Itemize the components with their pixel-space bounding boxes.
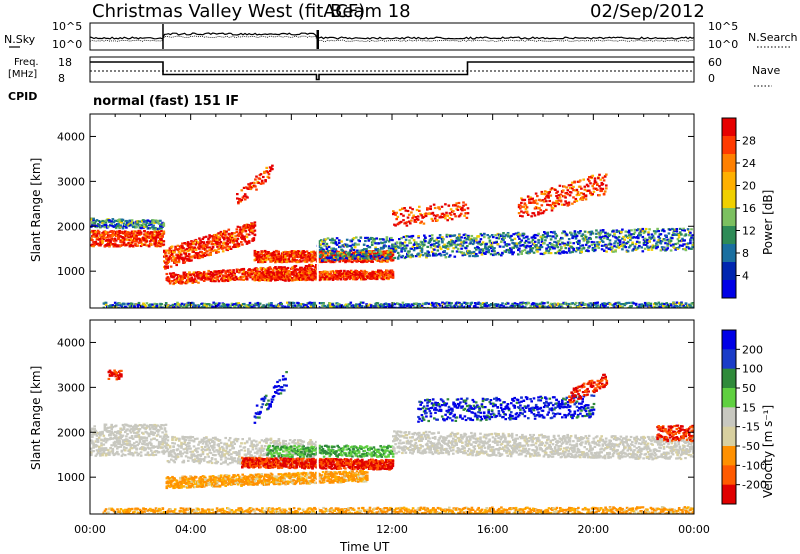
colorbar-tick: 8 [742,247,749,260]
date-label: 02/Sep/2012 [590,1,705,22]
colorbar-tick: 4 [742,270,749,283]
colorbar-tick: 28 [742,135,756,148]
nsky-label: N.Sky [4,33,36,46]
x-tick-label: 00:00 [678,523,710,536]
colorbar-segment [722,118,736,137]
colorbar-segment [722,484,736,505]
colorbar-segment [722,262,736,281]
colorbar-tick: 12 [742,225,756,238]
velocity-ylabel: Slant Range [km] [29,366,43,470]
colorbar-segment [722,280,736,299]
x-tick-label: 00:00 [74,523,106,536]
velocity-colorbar: 200 100 50 15 -15 -50 -100 -200 [721,329,767,505]
power-axes: 1000 2000 3000 4000 [57,114,695,308]
colorbar-segment [722,244,736,263]
power-cells [90,114,694,308]
colorbar-segment [722,190,736,209]
beam-label: Beam 18 [330,1,411,22]
station-title: Christmas Valley West (fitACF) [92,1,365,22]
colorbar-segment [722,368,736,389]
colorbar-segment [722,407,736,428]
cpid-value: normal (fast) 151 IF [93,94,239,109]
nsky-tick-top: 10^5 [52,20,82,33]
x-axis-label: Time UT [339,540,390,554]
colorbar-tick: 24 [742,157,756,170]
colorbar-segment [722,172,736,191]
colorbar-tick: -50 [742,440,760,453]
colorbar-tick: 100 [742,363,763,376]
x-tick-label: 12:00 [376,523,408,536]
y-tick-label: 1000 [57,265,85,278]
x-tick-label: 08:00 [275,523,307,536]
power-colorbar: 28 24 20 16 12 8 4 [721,117,756,299]
velocity-panel: 1000 2000 3000 4000 Slant Range [km] 200 100… [29,319,775,515]
nave-tick-bottom: 0 [708,72,715,85]
nsky-tick-bottom: 10^0 [52,38,82,51]
y-tick-label: 4000 [57,130,85,143]
x-axis-ticks: 00:00 04:00 08:00 12:00 16:00 20:00 00:00 [74,523,710,536]
colorbar-segment [722,426,736,447]
freq-line [90,61,694,81]
nsearch-tick-bottom: 10^0 [708,38,738,51]
colorbar-tick: 50 [742,382,756,395]
colorbar-tick: 15 [742,401,756,414]
y-tick-label: 2000 [57,220,85,233]
nsky-traces [89,24,695,49]
velocity-axes: 1000 2000 3000 4000 [57,320,695,514]
nsky-line [89,32,695,40]
y-tick-label: 1000 [57,471,85,484]
colorbar-segment [722,136,736,155]
velocity-cells [90,320,694,514]
colorbar-segment [722,349,736,370]
colorbar-segment [722,388,736,408]
x-tick-label: 20:00 [577,523,609,536]
colorbar-segment [722,208,736,227]
nave-tick-top: 60 [708,56,722,69]
freq-unit-label: [MHz] [8,69,37,80]
power-ylabel: Slant Range [km] [29,158,43,262]
freq-tick-top: 18 [58,56,72,69]
colorbar-tick: -15 [742,421,760,434]
y-tick-label: 3000 [57,381,85,394]
x-tick-label: 04:00 [175,523,207,536]
colorbar-segment [722,154,736,173]
colorbar-tick: 20 [742,180,756,193]
velocity-colorbar-label: Velocity [m s⁻¹] [761,405,775,498]
colorbar-segment [722,330,736,350]
nave-label: Nave [752,64,780,77]
nsearch-line [89,35,695,42]
colorbar-segment [722,446,736,466]
colorbar-tick: 200 [742,343,763,356]
colorbar-tick: -100 [742,459,767,472]
x-tick-label: 16:00 [477,523,509,536]
cpid-label: CPID [8,90,37,103]
y-tick-label: 4000 [57,336,85,349]
colorbar-segment [722,226,736,245]
freq-panel: Freq. [MHz] 18 8 60 0 Nave [8,56,780,87]
nsky-panel: N.Sky 10^5 10^0 10^5 10^0 N.Search [4,20,798,51]
freq-label: Freq. [14,57,39,68]
y-tick-label: 3000 [57,175,85,188]
colorbar-segment [722,465,736,486]
colorbar-tick: -200 [742,479,767,492]
power-panel: 1000 2000 3000 4000 Slant Range [km] 28 24 20… [29,113,775,309]
freq-tick-bottom: 8 [58,72,65,85]
power-colorbar-label: Power [dB] [761,190,775,255]
nsearch-label: N.Search [748,31,798,44]
y-tick-label: 2000 [57,426,85,439]
nsearch-tick-top: 10^5 [708,20,738,33]
colorbar-tick: 16 [742,202,756,215]
